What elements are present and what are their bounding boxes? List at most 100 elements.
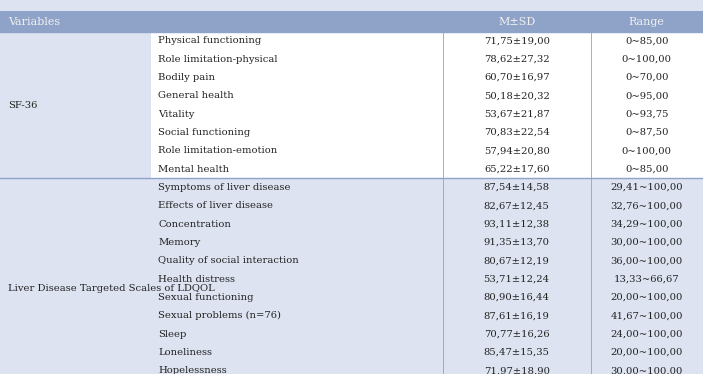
Bar bbox=[591, 68, 703, 87]
Bar bbox=[443, 50, 591, 68]
Text: 0~70,00: 0~70,00 bbox=[625, 73, 669, 82]
Bar bbox=[151, 32, 443, 50]
Bar bbox=[151, 343, 443, 362]
Bar bbox=[443, 32, 591, 50]
Bar bbox=[151, 215, 443, 233]
Bar bbox=[591, 105, 703, 123]
Text: 65,22±17,60: 65,22±17,60 bbox=[484, 165, 550, 174]
Bar bbox=[0, 11, 151, 32]
Bar bbox=[443, 123, 591, 142]
Text: Memory: Memory bbox=[158, 238, 200, 247]
Bar bbox=[443, 160, 591, 178]
Text: Concentration: Concentration bbox=[158, 220, 231, 229]
Bar bbox=[591, 87, 703, 105]
Text: 0~85,00: 0~85,00 bbox=[625, 36, 669, 46]
Text: Effects of liver disease: Effects of liver disease bbox=[158, 201, 273, 211]
Bar bbox=[151, 288, 443, 307]
Text: SF-36: SF-36 bbox=[8, 101, 38, 110]
Text: Symptoms of liver disease: Symptoms of liver disease bbox=[158, 183, 290, 192]
Bar bbox=[443, 343, 591, 362]
Bar bbox=[591, 197, 703, 215]
Bar bbox=[443, 307, 591, 325]
Bar bbox=[151, 197, 443, 215]
Text: 29,41~100,00: 29,41~100,00 bbox=[610, 183, 683, 192]
Text: 53,71±12,24: 53,71±12,24 bbox=[484, 275, 550, 284]
Text: Sexual problems (n=76): Sexual problems (n=76) bbox=[158, 311, 281, 321]
Bar bbox=[443, 178, 591, 197]
Text: 70,77±16,26: 70,77±16,26 bbox=[484, 329, 550, 339]
Bar bbox=[591, 288, 703, 307]
Text: 80,67±12,19: 80,67±12,19 bbox=[484, 256, 550, 266]
Bar bbox=[0, 32, 151, 178]
Text: 32,76~100,00: 32,76~100,00 bbox=[611, 201, 683, 211]
Bar bbox=[443, 215, 591, 233]
Text: Loneliness: Loneliness bbox=[158, 348, 212, 357]
Bar bbox=[591, 50, 703, 68]
Bar bbox=[151, 87, 443, 105]
Text: Sexual functioning: Sexual functioning bbox=[158, 293, 254, 302]
Text: 78,62±27,32: 78,62±27,32 bbox=[484, 55, 550, 64]
Bar bbox=[591, 178, 703, 197]
Bar bbox=[591, 32, 703, 50]
Text: 0~85,00: 0~85,00 bbox=[625, 165, 669, 174]
Bar bbox=[591, 11, 703, 32]
Text: Role limitation-emotion: Role limitation-emotion bbox=[158, 146, 278, 156]
Bar bbox=[151, 233, 443, 252]
Text: Role limitation-physical: Role limitation-physical bbox=[158, 55, 278, 64]
Bar bbox=[443, 68, 591, 87]
Bar bbox=[151, 362, 443, 374]
Text: 0~95,00: 0~95,00 bbox=[625, 91, 669, 101]
Text: Health distress: Health distress bbox=[158, 275, 236, 284]
Text: 53,67±21,87: 53,67±21,87 bbox=[484, 110, 550, 119]
Bar bbox=[443, 252, 591, 270]
Text: 0~93,75: 0~93,75 bbox=[625, 110, 669, 119]
Text: Sleep: Sleep bbox=[158, 329, 186, 339]
Bar bbox=[151, 160, 443, 178]
Bar bbox=[591, 307, 703, 325]
Bar bbox=[151, 142, 443, 160]
Text: Hopelessness: Hopelessness bbox=[158, 366, 227, 374]
Text: 30,00~100,00: 30,00~100,00 bbox=[611, 366, 683, 374]
Bar bbox=[151, 68, 443, 87]
Text: Bodily pain: Bodily pain bbox=[158, 73, 215, 82]
Text: Variables: Variables bbox=[8, 16, 60, 27]
Bar bbox=[443, 233, 591, 252]
Bar bbox=[443, 11, 591, 32]
Text: 71,97±18,90: 71,97±18,90 bbox=[484, 366, 550, 374]
Bar bbox=[151, 123, 443, 142]
Text: 41,67~100,00: 41,67~100,00 bbox=[610, 311, 683, 321]
Bar bbox=[591, 325, 703, 343]
Bar bbox=[591, 270, 703, 288]
Text: 0~100,00: 0~100,00 bbox=[621, 55, 672, 64]
Text: M±SD: M±SD bbox=[498, 16, 535, 27]
Bar bbox=[443, 270, 591, 288]
Text: Social functioning: Social functioning bbox=[158, 128, 250, 137]
Text: 0~87,50: 0~87,50 bbox=[625, 128, 669, 137]
Text: 80,90±16,44: 80,90±16,44 bbox=[484, 293, 550, 302]
Bar bbox=[591, 233, 703, 252]
Text: 57,94±20,80: 57,94±20,80 bbox=[484, 146, 550, 156]
Text: 0~100,00: 0~100,00 bbox=[621, 146, 672, 156]
Bar bbox=[591, 123, 703, 142]
Text: 30,00~100,00: 30,00~100,00 bbox=[611, 238, 683, 247]
Text: 91,35±13,70: 91,35±13,70 bbox=[484, 238, 550, 247]
Bar bbox=[443, 87, 591, 105]
Text: 85,47±15,35: 85,47±15,35 bbox=[484, 348, 550, 357]
Bar bbox=[591, 215, 703, 233]
Text: Liver Disease Targeted Scales of LDQOL: Liver Disease Targeted Scales of LDQOL bbox=[8, 284, 215, 293]
Bar bbox=[443, 197, 591, 215]
Bar bbox=[591, 362, 703, 374]
Bar bbox=[591, 252, 703, 270]
Bar bbox=[151, 105, 443, 123]
Text: 87,54±14,58: 87,54±14,58 bbox=[484, 183, 550, 192]
Text: Quality of social interaction: Quality of social interaction bbox=[158, 256, 299, 266]
Text: Mental health: Mental health bbox=[158, 165, 229, 174]
Bar bbox=[151, 270, 443, 288]
Text: 71,75±19,00: 71,75±19,00 bbox=[484, 36, 550, 46]
Bar bbox=[443, 142, 591, 160]
Bar bbox=[151, 11, 443, 32]
Bar bbox=[591, 160, 703, 178]
Bar bbox=[151, 325, 443, 343]
Text: Physical functioning: Physical functioning bbox=[158, 36, 262, 46]
Bar bbox=[443, 362, 591, 374]
